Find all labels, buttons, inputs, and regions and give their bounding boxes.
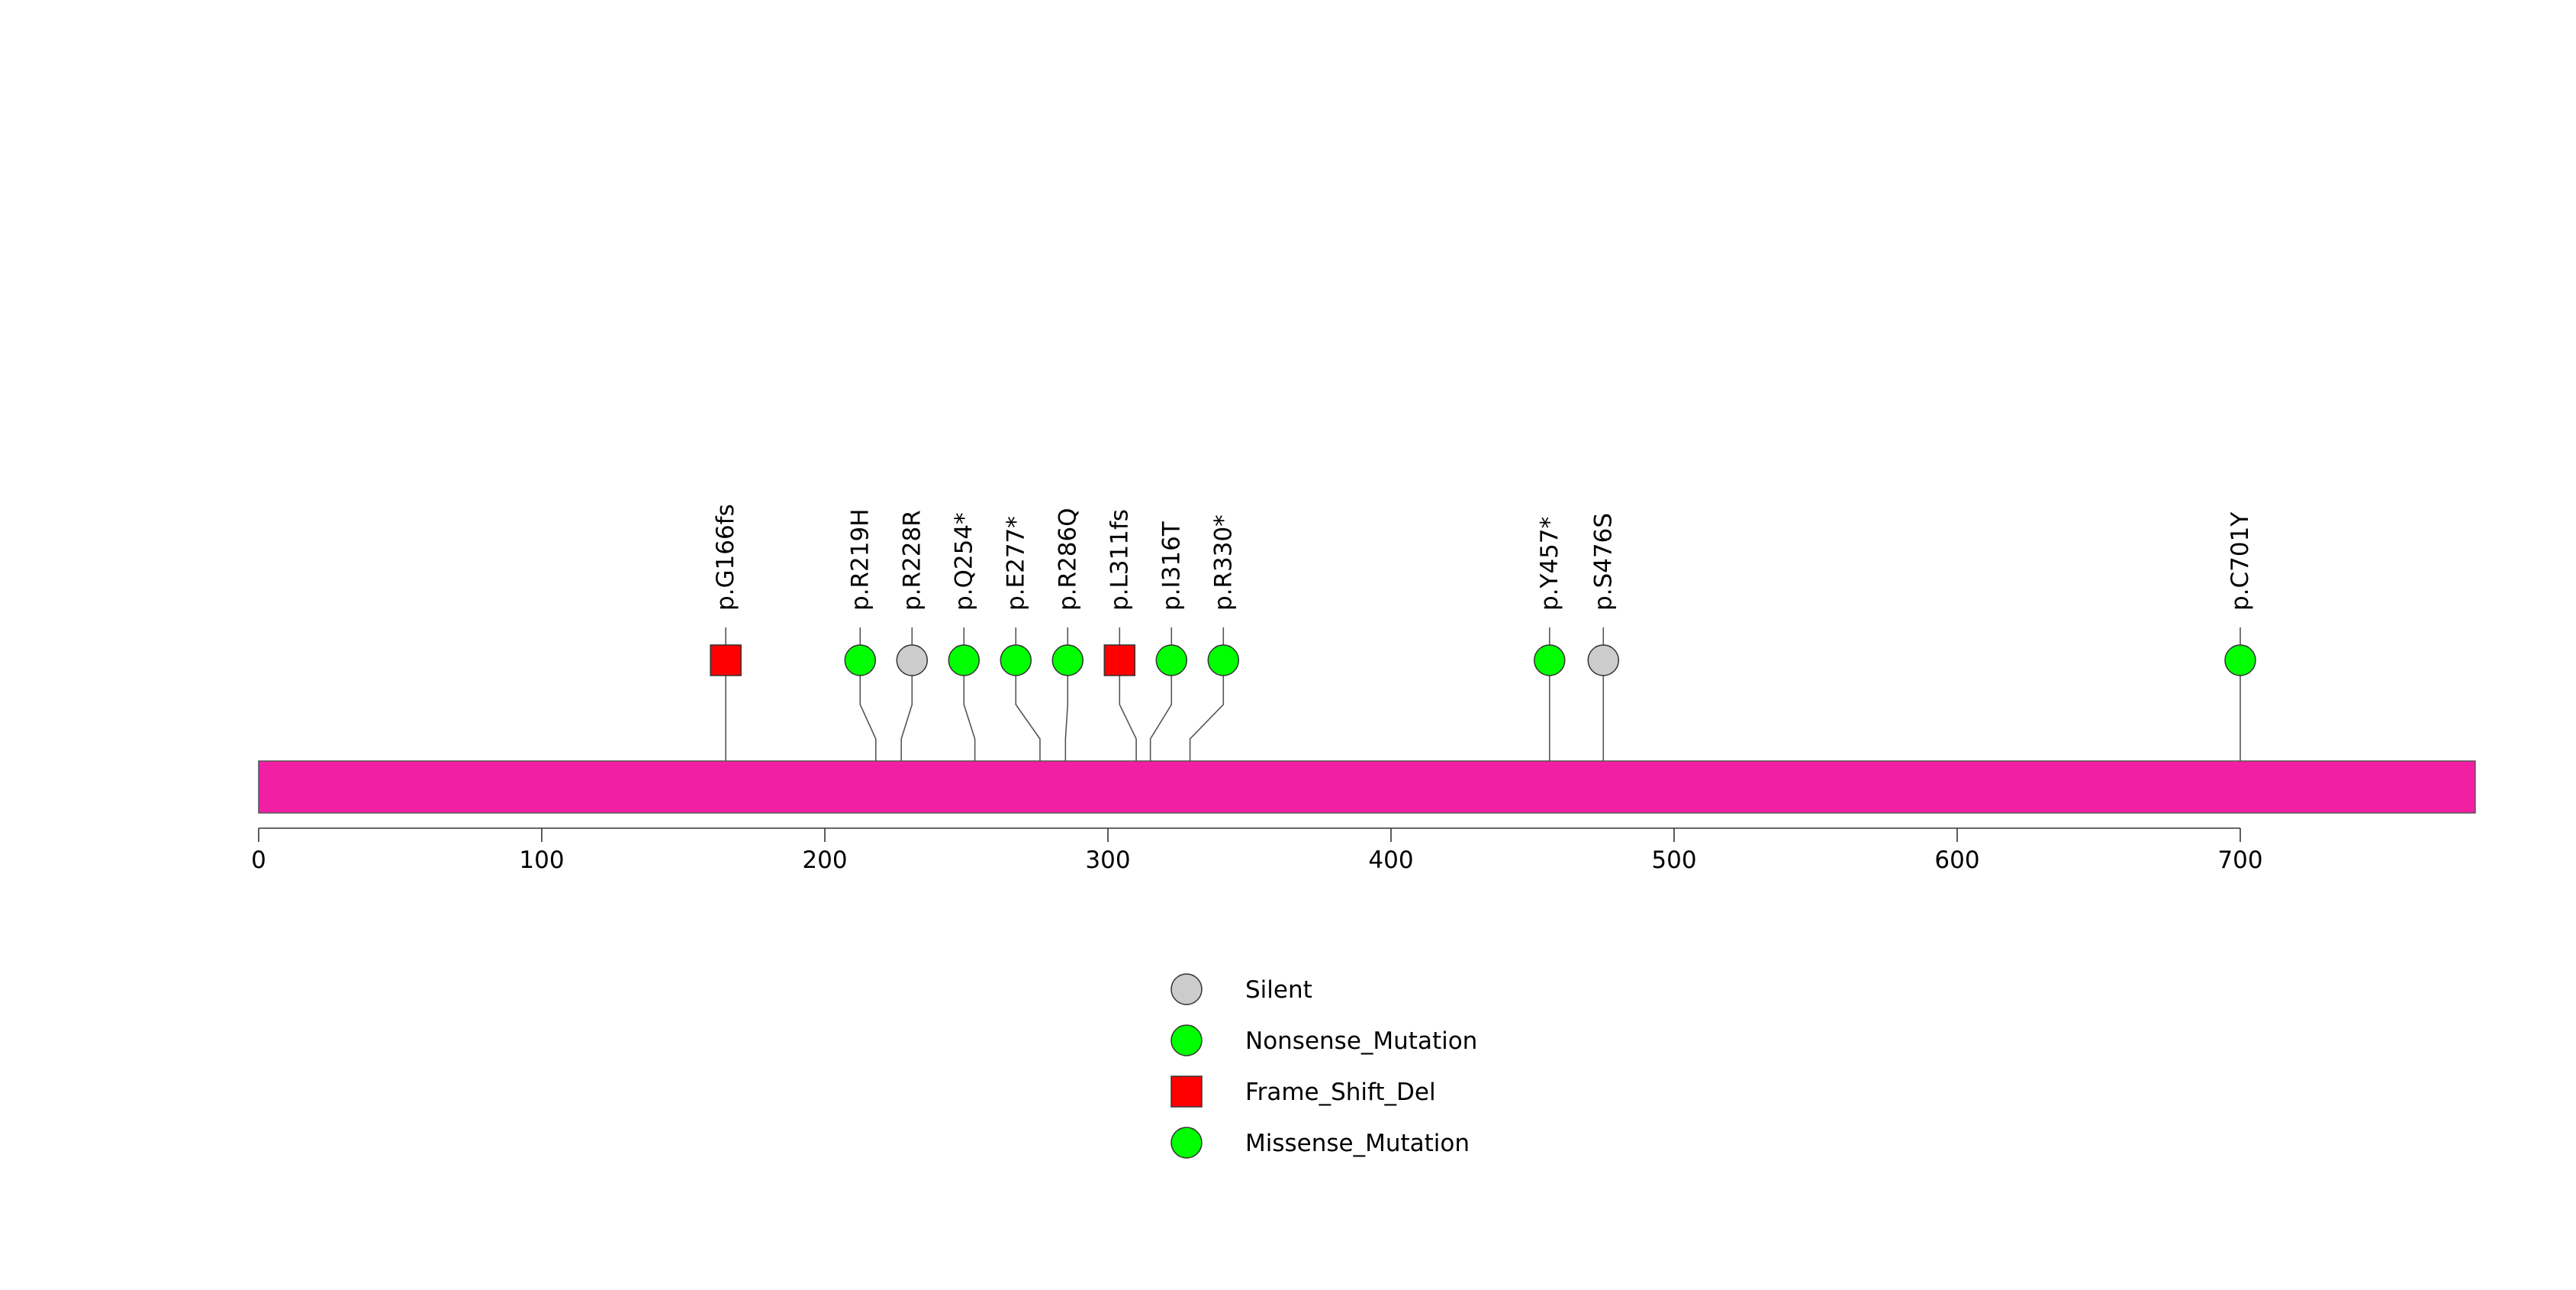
mutation-label: p.I316T [1158,521,1185,611]
mutation-marker [710,644,742,676]
x-tick-label: 100 [519,847,564,874]
mutation-label: p.E277* [1002,516,1029,611]
x-tick-label: 600 [1934,847,1979,874]
mutation-label: p.Q254* [950,512,977,611]
protein-bar [258,760,2476,814]
legend-swatch [1170,1076,1203,1108]
mutation-label: p.G166fs [712,504,739,611]
x-axis: 0 100 200 300 400 500 600 700 [251,827,2263,874]
x-tick-label: 700 [2217,847,2262,874]
legend-swatch [1170,973,1203,1005]
x-tick-label: 400 [1368,847,1413,874]
mutation-marker [2224,644,2256,676]
mutation-marker [844,644,877,676]
mutation-marker [1534,644,1566,676]
mutation-marker [896,644,929,676]
mutation-markers [710,644,2256,676]
legend-label: Frame_Shift_Del [1245,1079,1436,1106]
mutation-stem [1119,660,1137,761]
mutation-label: p.R330* [1209,514,1237,611]
mutation-label: p.S476S [1589,513,1617,611]
mutation-stem [1189,660,1225,761]
mutation-stem [1015,660,1041,761]
mutation-marker [1587,644,1619,676]
mutation-label: p.C701Y [2227,512,2254,611]
legend-swatch [1170,1024,1203,1056]
legend-swatch [1170,1127,1203,1159]
mutation-marker [1051,644,1084,676]
mutation-label: p.Y457* [1536,517,1563,611]
legend-label: Silent [1245,976,1312,1004]
legend-label: Nonsense_Mutation [1245,1027,1477,1055]
legend: Silent Nonsense_Mutation Frame_Shift_Del Mi… [1170,973,1477,1159]
x-tick-label: 500 [1651,847,1696,874]
mutation-stem [1149,660,1173,761]
legend-label: Missense_Mutation [1245,1130,1470,1157]
mutation-stem [1064,660,1069,761]
mutation-stem [900,660,913,761]
mutation-marker [1000,644,1032,676]
mutation-label: p.R219H [846,508,874,611]
mutation-stem [963,660,976,761]
mutation-label: p.R286Q [1054,508,1081,611]
x-tick-label: 0 [251,847,266,874]
mutation-marker [1103,644,1136,676]
x-tick-label: 200 [802,847,847,874]
mutation-stem [859,660,877,761]
mutation-marker [1155,644,1188,676]
mutation-label: p.R228R [898,510,926,611]
mutation-label: p.L311fs [1106,509,1133,611]
mutation-marker [1207,644,1240,676]
mutation-labels: p.G166fs p.R219H p.R228R p.Q254* p.E277* p.R2… [712,504,2254,611]
mutation-marker [948,644,980,676]
x-tick-label: 300 [1085,847,1130,874]
